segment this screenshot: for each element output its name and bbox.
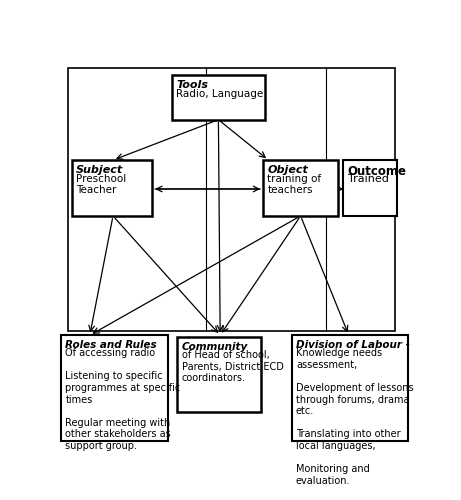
FancyBboxPatch shape <box>172 76 265 120</box>
Text: Knowledge needs
assessment,

Development of lessons
through forums, drama
etc.

: Knowledge needs assessment, Development … <box>296 348 414 486</box>
Text: Tools: Tools <box>176 80 208 90</box>
Text: Community: Community <box>182 342 248 352</box>
Text: Of accessing radio

Listening to specific
programmes at specific
times

Regular : Of accessing radio Listening to specific… <box>65 348 181 451</box>
FancyBboxPatch shape <box>343 160 397 216</box>
Text: Division of Labour -: Division of Labour - <box>296 340 410 350</box>
Text: of Head of school,
Parents, District ECD
coordinators.: of Head of school, Parents, District ECD… <box>182 350 284 384</box>
Text: Preschool
Teacher: Preschool Teacher <box>76 174 126 195</box>
Text: Subject: Subject <box>76 164 124 174</box>
FancyBboxPatch shape <box>68 68 395 332</box>
Text: Radio, Language: Radio, Language <box>176 89 264 99</box>
FancyBboxPatch shape <box>292 336 408 441</box>
Text: Object: Object <box>267 164 308 174</box>
Text: Outcome: Outcome <box>348 164 407 177</box>
Text: training of
teachers: training of teachers <box>267 174 321 195</box>
FancyBboxPatch shape <box>72 160 152 216</box>
Text: Roles and Rules: Roles and Rules <box>65 340 157 350</box>
FancyBboxPatch shape <box>263 160 338 216</box>
FancyBboxPatch shape <box>177 337 261 412</box>
FancyBboxPatch shape <box>61 336 168 441</box>
Text: Trained: Trained <box>348 174 389 184</box>
